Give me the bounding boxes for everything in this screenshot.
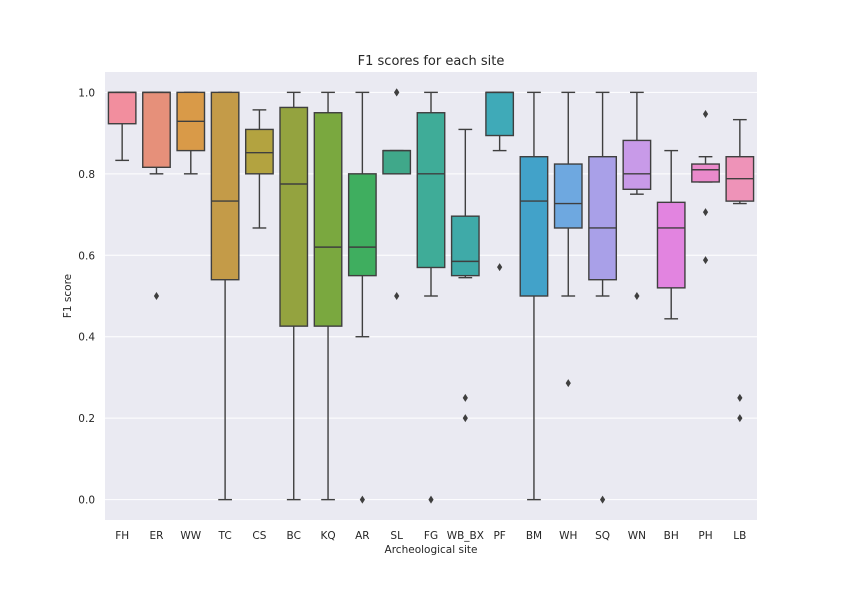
iqr-box xyxy=(313,112,343,327)
outlier-point xyxy=(702,256,709,265)
x-tick-label: WB_BX xyxy=(447,530,484,542)
box-kq xyxy=(313,91,343,501)
box-er xyxy=(142,91,171,300)
iqr-box xyxy=(553,163,583,229)
outlier-point xyxy=(565,379,571,388)
y-tick-label: 0.6 xyxy=(78,250,95,262)
x-tick-label: BM xyxy=(526,530,542,542)
x-tick-label: SL xyxy=(390,530,403,542)
box-bh xyxy=(656,149,686,320)
x-tick-label: BC xyxy=(287,530,301,542)
x-tick-label: WN xyxy=(628,530,646,542)
iqr-box xyxy=(485,91,515,137)
x-tick-label: BH xyxy=(664,530,679,542)
box-pf xyxy=(485,91,515,272)
outlier-point xyxy=(737,393,743,402)
box-tc xyxy=(210,91,240,501)
outlier-point xyxy=(394,88,400,97)
iqr-box xyxy=(279,106,309,327)
x-tick-label: PH xyxy=(698,530,712,542)
x-tick-label: CS xyxy=(252,530,266,542)
iqr-box xyxy=(588,156,618,281)
outlier-point xyxy=(428,495,434,504)
box-ww xyxy=(176,91,206,175)
box-series xyxy=(107,88,755,504)
x-tick-label: PF xyxy=(493,530,505,542)
outlier-point xyxy=(702,208,709,217)
outlier-point xyxy=(737,414,743,423)
y-tick-label: 1.0 xyxy=(78,87,95,99)
outlier-point xyxy=(634,292,640,300)
y-axis-ticks: 0.0 0.2 0.4 0.6 0.8 1.0 xyxy=(78,87,95,506)
x-axis-label: Archeological site xyxy=(385,544,478,556)
x-tick-label: LB xyxy=(733,530,746,542)
x-tick-label: TC xyxy=(218,530,232,542)
iqr-box xyxy=(622,139,652,190)
y-tick-label: 0.8 xyxy=(78,169,95,181)
iqr-box xyxy=(107,91,137,125)
x-tick-label: WH xyxy=(559,530,577,542)
y-tick-label: 0.0 xyxy=(78,495,95,507)
outlier-point xyxy=(359,495,365,504)
x-tick-label: SQ xyxy=(595,530,610,542)
box-ph xyxy=(691,109,720,265)
box-bc xyxy=(279,91,309,501)
iqr-box xyxy=(210,91,240,281)
iqr-box xyxy=(450,215,480,277)
outlier-point xyxy=(394,292,400,300)
chart-title: F1 scores for each site xyxy=(358,54,505,69)
outlier-point xyxy=(497,263,503,272)
x-axis-ticks: FH ER WW TC CS BC KQ AR SL FG WB_BX PF BM WH SQ WN BH PH L… xyxy=(115,530,746,542)
y-tick-label: 0.4 xyxy=(78,332,95,344)
box-lb xyxy=(725,118,755,423)
iqr-box xyxy=(416,112,446,269)
y-axis-label: F1 score xyxy=(62,274,74,318)
outlier-point xyxy=(462,393,468,402)
iqr-box xyxy=(382,149,412,175)
outlier-point xyxy=(462,414,468,423)
outlier-point xyxy=(153,292,160,300)
iqr-box xyxy=(656,201,686,289)
iqr-box xyxy=(691,163,720,183)
box-sq xyxy=(588,91,618,504)
x-tick-label: FH xyxy=(115,530,129,542)
box-fg xyxy=(416,91,446,504)
iqr-box xyxy=(347,173,377,277)
y-tick-label: 0.2 xyxy=(78,413,95,425)
iqr-box xyxy=(519,156,549,297)
box-ar xyxy=(347,91,377,504)
x-tick-label: ER xyxy=(150,530,164,542)
iqr-box xyxy=(244,128,274,175)
x-tick-label: KQ xyxy=(320,530,335,542)
box-sl xyxy=(382,88,412,300)
box-wh xyxy=(553,91,583,388)
x-tick-label: FG xyxy=(424,530,438,542)
outlier-point xyxy=(702,109,709,118)
box-fh xyxy=(107,91,137,162)
x-tick-label: WW xyxy=(180,530,201,542)
box-wn xyxy=(622,91,652,300)
iqr-box xyxy=(142,91,171,169)
box-wb_bx xyxy=(450,128,480,423)
box-bm xyxy=(519,91,549,501)
x-tick-label: AR xyxy=(355,530,369,542)
box-cs xyxy=(244,109,274,229)
outlier-point xyxy=(599,495,606,504)
